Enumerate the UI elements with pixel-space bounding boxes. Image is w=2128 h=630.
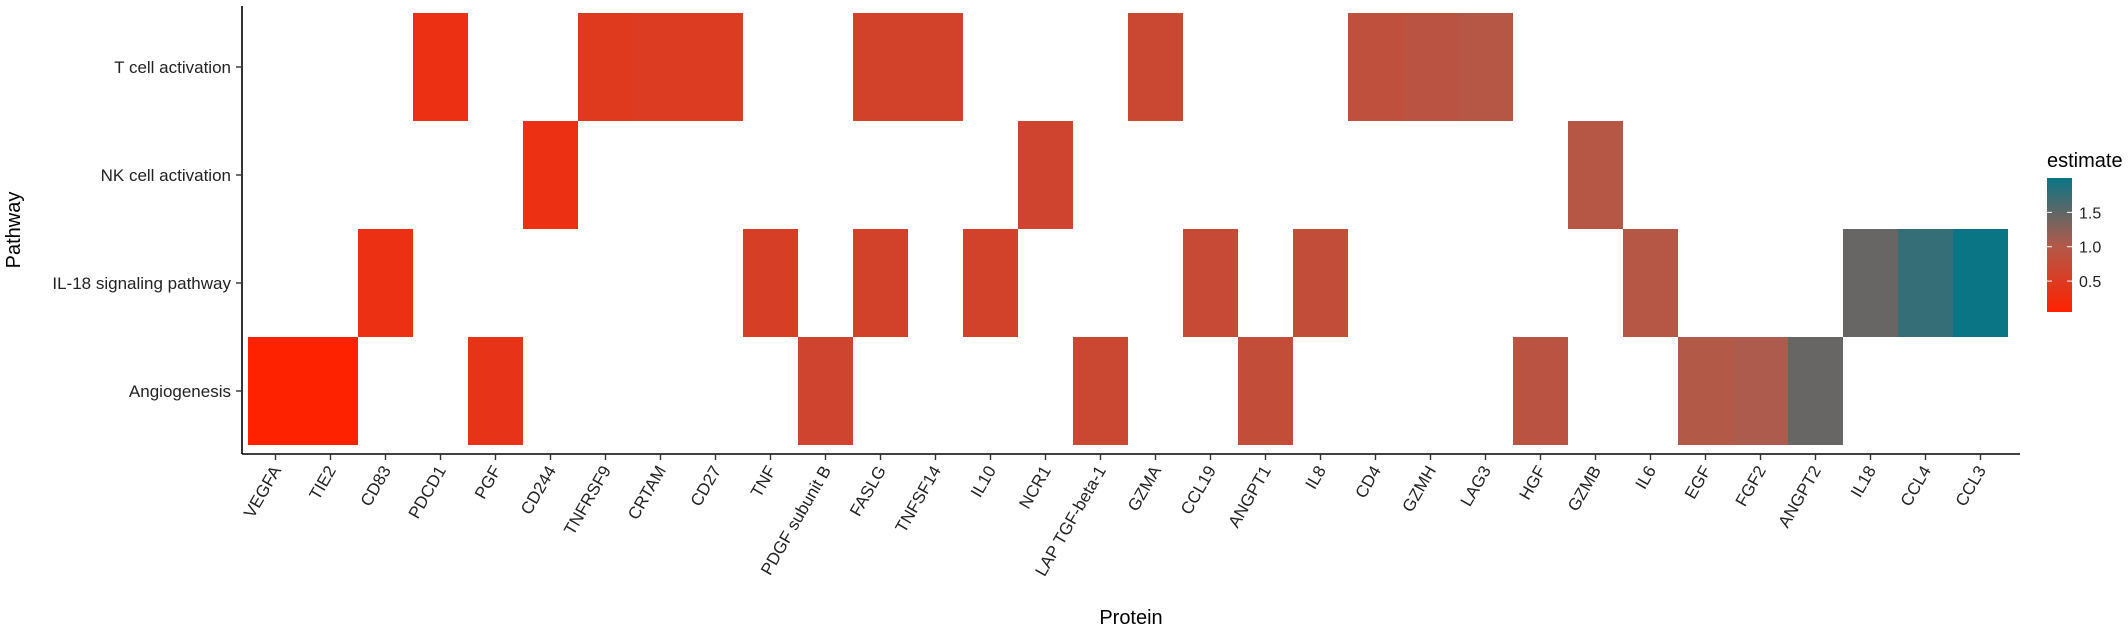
y-axis-title: Pathway	[3, 192, 25, 269]
heatmap-cell	[688, 13, 743, 121]
y-tick-label: NK cell activation	[101, 166, 231, 185]
colorbar-tick-label: 0.5	[2079, 274, 2101, 291]
x-tick-label: PGF	[471, 463, 505, 503]
heatmap-cell	[1128, 13, 1183, 121]
heatmap-cell	[1568, 121, 1623, 229]
y-tick-labels: T cell activation NK cell activation IL-18…	[52, 58, 242, 401]
heatmap-cell	[1788, 337, 1843, 445]
x-tick-label: HGF	[1516, 463, 1550, 504]
x-tick-label: CCL3	[1952, 463, 1990, 510]
heatmap-cell	[358, 229, 413, 337]
heatmap-cell	[743, 229, 798, 337]
legend-title: estimate	[2047, 150, 2123, 172]
x-tick-label: GZMB	[1564, 463, 1605, 515]
heatmap-cell	[1843, 229, 1898, 337]
heatmap-cell	[303, 337, 358, 445]
x-tick-label: ANGPT1	[1224, 463, 1274, 531]
x-tick-label: CCL4	[1897, 463, 1935, 510]
x-tick-label: CCL19	[1177, 463, 1220, 518]
heatmap-cell	[1733, 337, 1788, 445]
heatmap-cell	[413, 13, 468, 121]
x-tick-label: ANGPT2	[1774, 463, 1824, 531]
heatmap-cells	[248, 13, 2008, 445]
x-tick-label: CD4	[1352, 463, 1385, 502]
heatmap-cell	[908, 13, 963, 121]
x-tick-label: CD83	[357, 463, 395, 510]
y-tick-label: T cell activation	[114, 58, 231, 77]
x-tick-label: PDCD1	[405, 463, 450, 522]
heatmap-cell	[1348, 13, 1403, 121]
heatmap-cell	[1953, 229, 2008, 337]
heatmap-cell	[633, 13, 688, 121]
colorbar-tick-label: 1.0	[2079, 240, 2101, 257]
x-tick-label: FGF2	[1732, 463, 1770, 510]
x-tick-label: TNFSF14	[892, 463, 945, 536]
x-tick-label: TNFRSF9	[560, 463, 615, 539]
x-tick-label: FASLG	[846, 463, 890, 520]
heatmap-cell	[1018, 121, 1073, 229]
heatmap-cell	[248, 337, 303, 445]
y-tick-label: IL-18 signaling pathway	[52, 274, 231, 293]
heatmap-cell	[1513, 337, 1568, 445]
heatmap-cell	[1678, 337, 1733, 445]
x-tick-label: IL6	[1632, 463, 1660, 493]
x-tick-label: CD27	[687, 463, 725, 510]
x-tick-label: IL10	[967, 463, 1000, 501]
heatmap-cell	[523, 121, 578, 229]
x-tick-label: IL8	[1302, 463, 1330, 493]
heatmap-cell	[1403, 13, 1458, 121]
x-tick-label: NCR1	[1015, 463, 1055, 513]
x-tick-label: EGF	[1681, 463, 1715, 503]
heatmap-cell	[468, 337, 523, 445]
colorbar-tick-label: 1.5	[2079, 205, 2101, 222]
y-tick-label: Angiogenesis	[129, 382, 231, 401]
x-tick-label: CD244	[517, 463, 560, 518]
heatmap-cell	[1183, 229, 1238, 337]
x-tick-label: LAG3	[1457, 463, 1495, 510]
x-tick-labels: VEGFA TIE2 CD83 PDCD1 PGF CD244 TNFRSF9 CRTAM CD…	[240, 454, 1990, 579]
x-tick-label: GZMH	[1398, 463, 1439, 516]
heatmap-cell	[1898, 229, 1953, 337]
x-tick-label: IL18	[1847, 463, 1880, 501]
heatmap-cell	[578, 13, 633, 121]
heatmap-cell	[798, 337, 853, 445]
x-axis-title: Protein	[1099, 607, 1162, 629]
heatmap-cell	[853, 13, 908, 121]
x-tick-label: CRTAM	[624, 463, 670, 523]
x-tick-label: TNF	[747, 463, 780, 501]
heatmap-cell	[963, 229, 1018, 337]
heatmap-cell	[1238, 337, 1293, 445]
x-tick-label: GZMA	[1124, 462, 1165, 515]
colorbar-legend: estimate 0.5 1.0 1.5	[2047, 150, 2123, 312]
axes	[241, 6, 2020, 455]
heatmap-cell	[1623, 229, 1678, 337]
x-tick-label: VEGFA	[240, 462, 285, 521]
colorbar	[2047, 178, 2072, 312]
heatmap-cell	[1458, 13, 1513, 121]
heatmap-cell	[853, 229, 908, 337]
x-tick-label: TIE2	[306, 463, 340, 504]
heatmap-cell	[1293, 229, 1348, 337]
heatmap-cell	[1073, 337, 1128, 445]
